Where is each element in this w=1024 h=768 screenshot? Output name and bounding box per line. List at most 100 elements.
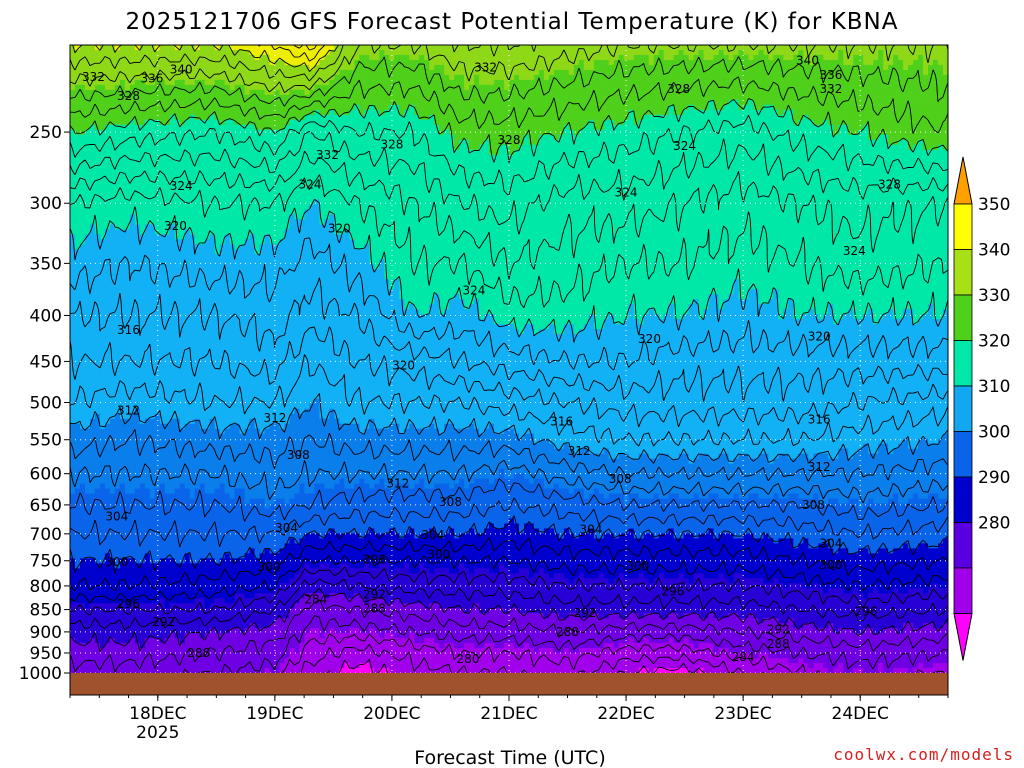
theta-cell xyxy=(504,114,510,121)
theta-cell xyxy=(563,139,570,146)
theta-cell xyxy=(164,174,171,181)
theta-cell xyxy=(79,45,86,51)
theta-cell xyxy=(558,119,565,126)
theta-cell xyxy=(319,149,326,156)
theta-cell xyxy=(234,169,241,176)
theta-cell xyxy=(124,84,131,91)
theta-cell xyxy=(533,154,540,161)
theta-cell xyxy=(648,164,655,171)
theta-cell xyxy=(588,49,595,56)
theta-cell xyxy=(389,99,395,106)
theta-cell xyxy=(698,174,705,181)
theta-cell xyxy=(638,114,645,121)
theta-cell xyxy=(783,59,789,66)
theta-cell xyxy=(708,109,715,116)
theta-cell xyxy=(548,139,555,146)
theta-cell xyxy=(214,59,221,66)
theta-cell xyxy=(643,49,650,56)
theta-cell xyxy=(184,94,191,101)
theta-cell xyxy=(678,144,685,151)
theta-cell xyxy=(623,149,630,156)
theta-cell xyxy=(344,119,350,126)
theta-cell xyxy=(134,124,141,131)
theta-cell xyxy=(598,104,605,111)
theta-cell xyxy=(633,154,640,161)
theta-cell xyxy=(688,159,695,166)
theta-cell xyxy=(938,45,944,51)
theta-cell xyxy=(319,169,326,176)
theta-cell xyxy=(883,49,889,56)
theta-cell xyxy=(748,89,755,96)
theta-cell xyxy=(868,99,874,106)
theta-cell xyxy=(109,154,116,161)
theta-cell xyxy=(464,114,470,121)
theta-cell xyxy=(499,69,505,76)
theta-cell xyxy=(344,154,350,161)
theta-cell xyxy=(853,109,859,116)
theta-cell xyxy=(79,119,86,126)
theta-cell xyxy=(329,49,335,56)
theta-cell xyxy=(693,139,700,146)
theta-cell xyxy=(489,54,495,61)
theta-cell xyxy=(568,64,575,71)
theta-cell xyxy=(528,174,535,181)
theta-cell xyxy=(643,154,650,161)
theta-cell xyxy=(913,174,919,181)
theta-cell xyxy=(414,94,420,101)
theta-cell xyxy=(628,134,635,141)
theta-cell xyxy=(374,104,380,111)
theta-cell xyxy=(489,45,495,51)
theta-cell xyxy=(783,99,789,106)
theta-cell xyxy=(134,144,141,151)
theta-cell xyxy=(439,74,445,81)
theta-cell xyxy=(119,184,126,191)
theta-cell xyxy=(159,174,166,181)
theta-cell xyxy=(354,64,360,71)
theta-cell xyxy=(523,154,530,161)
theta-cell xyxy=(369,64,375,71)
theta-cell xyxy=(558,89,565,96)
theta-cell xyxy=(663,149,670,156)
theta-cell xyxy=(893,104,899,111)
theta-cell xyxy=(548,159,555,166)
theta-cell xyxy=(434,69,440,76)
theta-cell xyxy=(269,179,276,186)
theta-cell xyxy=(349,139,355,146)
theta-cell xyxy=(379,84,385,91)
theta-cell xyxy=(94,154,101,161)
theta-cell xyxy=(673,69,680,76)
theta-cell xyxy=(523,45,530,51)
theta-cell xyxy=(214,149,221,156)
theta-cell xyxy=(563,109,570,116)
theta-cell xyxy=(603,159,610,166)
theta-cell xyxy=(229,179,236,186)
theta-cell xyxy=(758,49,765,56)
theta-cell xyxy=(474,54,480,61)
theta-cell xyxy=(693,74,700,81)
theta-cell xyxy=(374,99,380,106)
theta-cell xyxy=(928,94,934,101)
theta-cell xyxy=(838,64,844,71)
theta-cell xyxy=(788,74,794,81)
theta-cell xyxy=(588,149,595,156)
theta-cell xyxy=(79,64,86,71)
theta-cell xyxy=(833,134,839,141)
theta-cell xyxy=(858,174,864,181)
theta-cell xyxy=(708,64,715,71)
theta-cell xyxy=(648,159,655,166)
theta-cell xyxy=(623,84,630,91)
theta-cell xyxy=(558,104,565,111)
theta-cell xyxy=(279,64,286,71)
theta-cell xyxy=(718,94,725,101)
theta-cell xyxy=(698,149,705,156)
theta-cell xyxy=(464,164,470,171)
theta-cell xyxy=(314,89,321,96)
theta-cell xyxy=(733,159,740,166)
theta-cell xyxy=(828,169,834,176)
theta-cell xyxy=(808,104,814,111)
theta-cell xyxy=(99,119,106,126)
theta-cell xyxy=(399,114,405,121)
theta-cell xyxy=(858,159,864,166)
theta-cell xyxy=(688,64,695,71)
theta-cell xyxy=(319,109,326,116)
